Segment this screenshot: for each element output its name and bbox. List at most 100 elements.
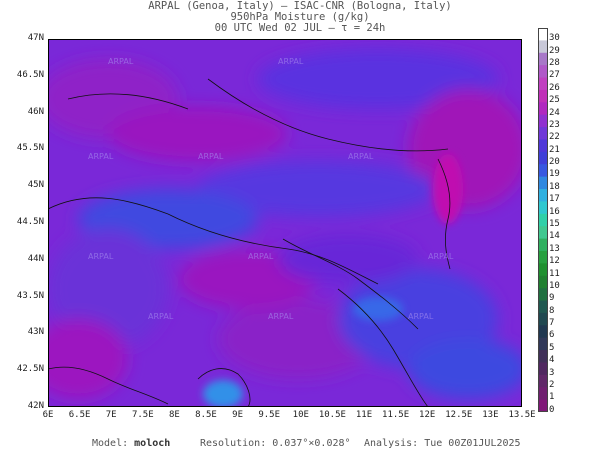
colorbar-swatch xyxy=(538,28,548,41)
colorbar-swatch xyxy=(538,151,548,165)
watermark: ARPAL xyxy=(428,252,454,261)
lon-tick-label: 12E xyxy=(419,410,436,420)
colorbar-tick-label: 30 xyxy=(549,33,560,44)
lat-tick-label: 46.5N xyxy=(16,69,44,80)
colorbar-tick-label: 27 xyxy=(549,70,560,81)
moisture-map: ARPAL ARPAL ARPAL ARPAL ARPAL ARPAL ARPA… xyxy=(48,39,522,407)
colorbar-tick-label: 22 xyxy=(549,132,560,143)
lon-tick-label: 12.5E xyxy=(445,410,473,420)
lon-tick-label: 13.5E xyxy=(508,410,536,420)
colorbar-tick-label: 18 xyxy=(549,181,560,192)
colorbar-swatch xyxy=(538,213,548,227)
lon-tick-label: 8.5E xyxy=(195,410,217,420)
colorbar-tick-label: 4 xyxy=(549,355,555,366)
watermark: ARPAL xyxy=(198,152,224,161)
lon-tick-label: 9E xyxy=(232,410,244,420)
colorbar-tick-label: 5 xyxy=(549,342,555,353)
watermark: ARPAL xyxy=(148,312,174,321)
lat-tick-label: 44.5N xyxy=(16,217,44,227)
lat-tick-label: 43.5N xyxy=(16,290,44,301)
lon-tick-label: 11.5E xyxy=(382,410,410,420)
colorbar-tick-label: 29 xyxy=(549,45,560,56)
lat-tick-label: 43N xyxy=(27,327,44,338)
colorbar-tick-label: 15 xyxy=(549,219,560,229)
watermark: ARPAL xyxy=(278,57,304,66)
colorbar-tick-label: 21 xyxy=(549,144,560,155)
colorbar-swatch xyxy=(538,52,548,66)
colorbar-tick-label: 12 xyxy=(549,256,560,267)
lat-tick-label: 45.5N xyxy=(16,143,44,154)
colorbar-tick-label: 14 xyxy=(549,231,560,242)
colorbar-tick-label: 0 xyxy=(549,404,555,415)
colorbar-swatch xyxy=(538,337,548,351)
header-line-1: ARPAL (Genoa, Italy) — ISAC-CNR (Bologna… xyxy=(148,0,452,12)
watermark: ARPAL xyxy=(88,252,114,261)
colorbar-swatch xyxy=(538,275,548,289)
colorbar-tick-label: 9 xyxy=(549,293,555,304)
colorbar-swatch xyxy=(538,114,548,128)
colorbar-tick-label: 1 xyxy=(549,392,555,403)
colorbar-swatch xyxy=(538,238,548,252)
colorbar-tick-label: 24 xyxy=(549,107,560,118)
watermark: ARPAL xyxy=(408,312,434,321)
lon-tick-label: 9.5E xyxy=(258,410,281,420)
colorbar-tick-label: 6 xyxy=(549,330,555,341)
lon-tick-label: 6.5E xyxy=(68,410,91,420)
colorbar-tick-label: 20 xyxy=(549,157,560,168)
watermark: ARPAL xyxy=(268,312,294,321)
colorbar-swatch xyxy=(538,362,548,376)
footer-analysis: Analysis: Tue 00Z01JUL2025 xyxy=(364,438,521,449)
lon-tick-label: 7.5E xyxy=(131,410,154,420)
colorbar-swatch xyxy=(538,164,548,178)
colorbar-tick-label: 17 xyxy=(549,194,560,205)
lon-tick-label: 10E xyxy=(292,410,309,420)
colorbar-swatch xyxy=(538,127,548,140)
colorbar-tick-label: 26 xyxy=(549,82,560,93)
lat-tick-label: 42.5N xyxy=(16,364,44,375)
colorbar-swatch xyxy=(538,201,548,215)
watermark: ARPAL xyxy=(348,152,374,161)
lon-tick-label: 13E xyxy=(482,410,499,420)
watermark: ARPAL xyxy=(108,57,134,66)
watermark: ARPAL xyxy=(88,152,114,161)
colorbar-swatch xyxy=(538,387,548,401)
lon-tick-label: 8E xyxy=(168,410,180,420)
colorbar-tick-label: 16 xyxy=(549,206,560,217)
colorbar-tick-label: 13 xyxy=(549,243,560,254)
colorbar-swatch xyxy=(538,102,548,116)
footer-model: Model: moloch xyxy=(92,438,171,449)
header-line-3: 00 UTC Wed 02 JUL — τ = 24h xyxy=(214,22,386,34)
footer-resolution: Resolution: 0.037°×0.028° xyxy=(200,438,351,449)
header-line-2: 950hPa Moisture (g/kg) xyxy=(230,11,370,23)
colorbar-swatch xyxy=(538,226,548,240)
colorbar-swatch xyxy=(538,312,548,326)
colorbar-tick-label: 8 xyxy=(549,305,555,316)
colorbar-swatch xyxy=(538,40,548,54)
colorbar xyxy=(538,28,548,412)
colorbar-tick-label: 23 xyxy=(549,119,560,130)
watermark: ARPAL xyxy=(248,252,274,261)
colorbar-tick-label: 19 xyxy=(549,169,560,180)
colorbar-tick-label: 11 xyxy=(549,268,560,279)
colorbar-tick-label: 7 xyxy=(549,318,555,329)
colorbar-swatch xyxy=(538,300,548,314)
lon-tick-label: 10.5E xyxy=(318,410,346,420)
lat-tick-label: 42N xyxy=(27,401,44,411)
colorbar-tick-label: 28 xyxy=(549,57,560,68)
colorbar-swatch xyxy=(538,189,548,202)
lon-tick-label: 11E xyxy=(355,410,373,420)
colorbar-swatch xyxy=(538,263,548,277)
colorbar-swatch xyxy=(538,250,548,264)
colorbar-swatch xyxy=(538,139,548,153)
colorbar-tick-label: 3 xyxy=(549,367,555,378)
colorbar-tick-label: 10 xyxy=(549,280,560,291)
lat-tick-label: 47N xyxy=(27,33,44,43)
colorbar-swatch xyxy=(538,288,548,302)
lon-tick-label: 6E xyxy=(42,410,54,420)
lat-tick-label: 44N xyxy=(27,253,44,264)
colorbar-swatch xyxy=(538,350,548,363)
colorbar-swatch xyxy=(538,89,548,103)
lon-tick-label: 7E xyxy=(105,410,117,420)
colorbar-swatch xyxy=(538,399,548,412)
coastline-borders xyxy=(48,78,451,407)
